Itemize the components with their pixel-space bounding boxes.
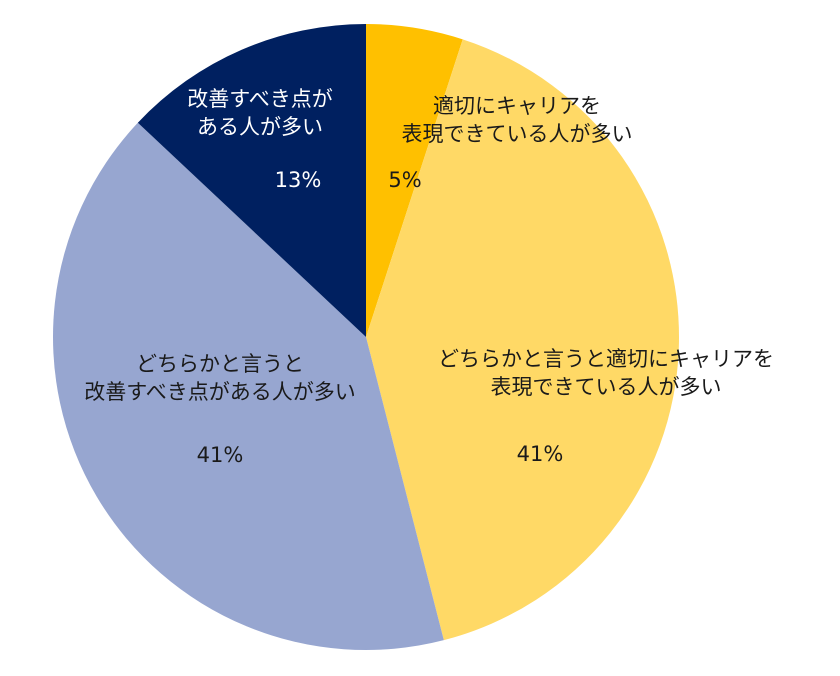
label-somewhat-appropriate: どちらかと言うと適切にキャリアを 表現できている人が多い — [396, 345, 816, 401]
pct-somewhat-appropriate: 41% — [516, 442, 564, 466]
label-line: 表現できている人が多い — [490, 375, 722, 399]
label-somewhat-improve: どちらかと言うと 改善すべき点がある人が多い — [40, 350, 400, 406]
label-appropriate: 適切にキャリアを 表現できている人が多い — [372, 92, 662, 148]
label-line: 表現できている人が多い — [401, 122, 633, 146]
pct-appropriate: 5% — [388, 168, 422, 192]
pie-slice-2 — [53, 122, 444, 650]
pie-slice-0 — [366, 24, 463, 337]
pie-slice-3 — [137, 24, 366, 337]
label-improve: 改善すべき点が ある人が多い — [160, 85, 360, 141]
label-line: 改善すべき点が — [187, 87, 333, 111]
pct-improve: 13% — [274, 168, 322, 192]
pie-slice-1 — [366, 39, 679, 641]
pct-somewhat-improve: 41% — [196, 443, 244, 467]
label-line: 改善すべき点がある人が多い — [84, 380, 356, 404]
label-line: どちらかと言うと適切にキャリアを — [438, 347, 774, 371]
label-line: どちらかと言うと — [136, 352, 304, 376]
label-line: 適切にキャリアを — [433, 94, 601, 118]
label-line: ある人が多い — [197, 115, 323, 139]
